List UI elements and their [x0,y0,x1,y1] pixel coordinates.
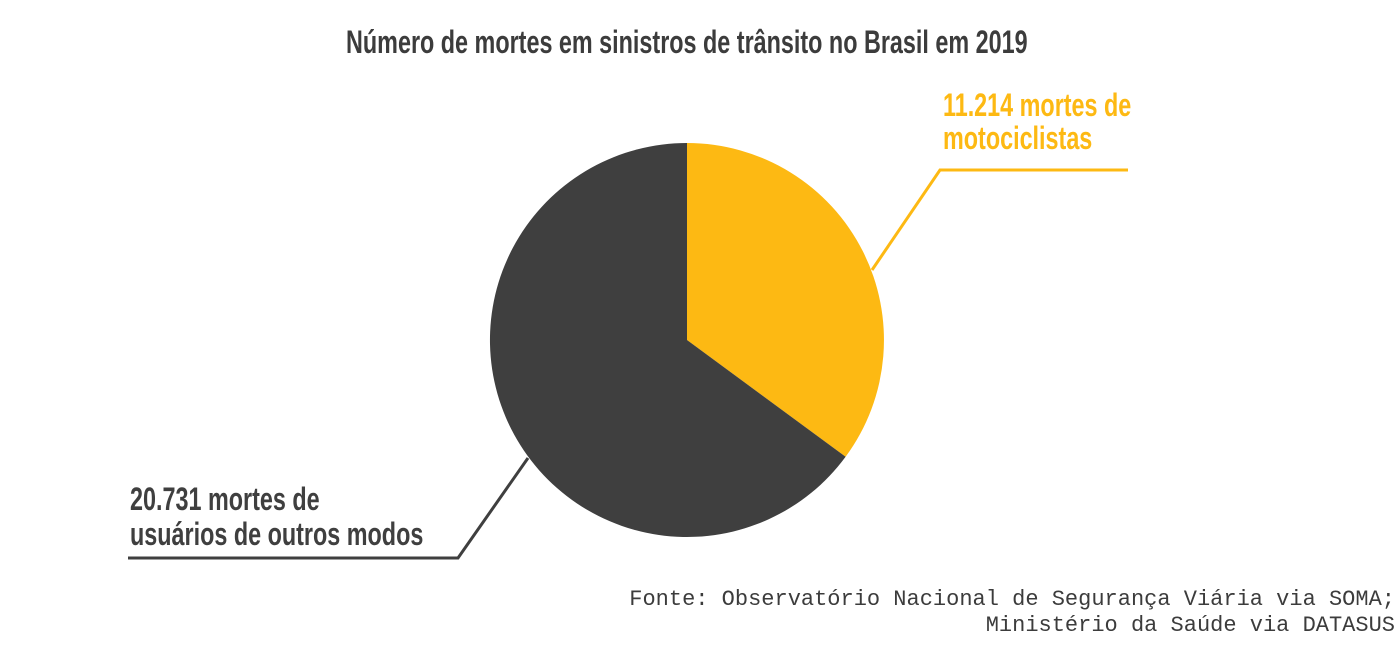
annotation-outros-modos-line2: usuários de outros modos [130,516,424,552]
pie-slices-group [489,143,884,537]
annotation-motociclistas-line1: 11.214 mortes de [943,87,1132,123]
chart-title: Número de mortes em sinistros de trânsit… [0,24,1374,60]
pie-slice-motociclistas [687,143,884,457]
leader-line-motociclistas [870,168,1128,271]
source-note: Fonte: Observatório Nacional de Seguranç… [629,587,1395,639]
annotation-motociclistas: 11.214 mortes de motociclistas [943,89,1201,155]
annotation-motociclistas-line2: motociclistas [943,120,1093,156]
source-line1: Fonte: Observatório Nacional de Seguranç… [629,587,1395,612]
leader-line-outros-modos [128,457,530,560]
source-line2: Ministério da Saúde via DATASUS [985,613,1395,638]
annotation-outros-modos: 20.731 mortes de usuários de outros modo… [130,482,532,552]
chart-title-text: Número de mortes em sinistros de trânsit… [346,24,1028,60]
annotation-outros-modos-line1: 20.731 mortes de [130,481,320,517]
pie-slice-outros-modos [489,143,846,537]
